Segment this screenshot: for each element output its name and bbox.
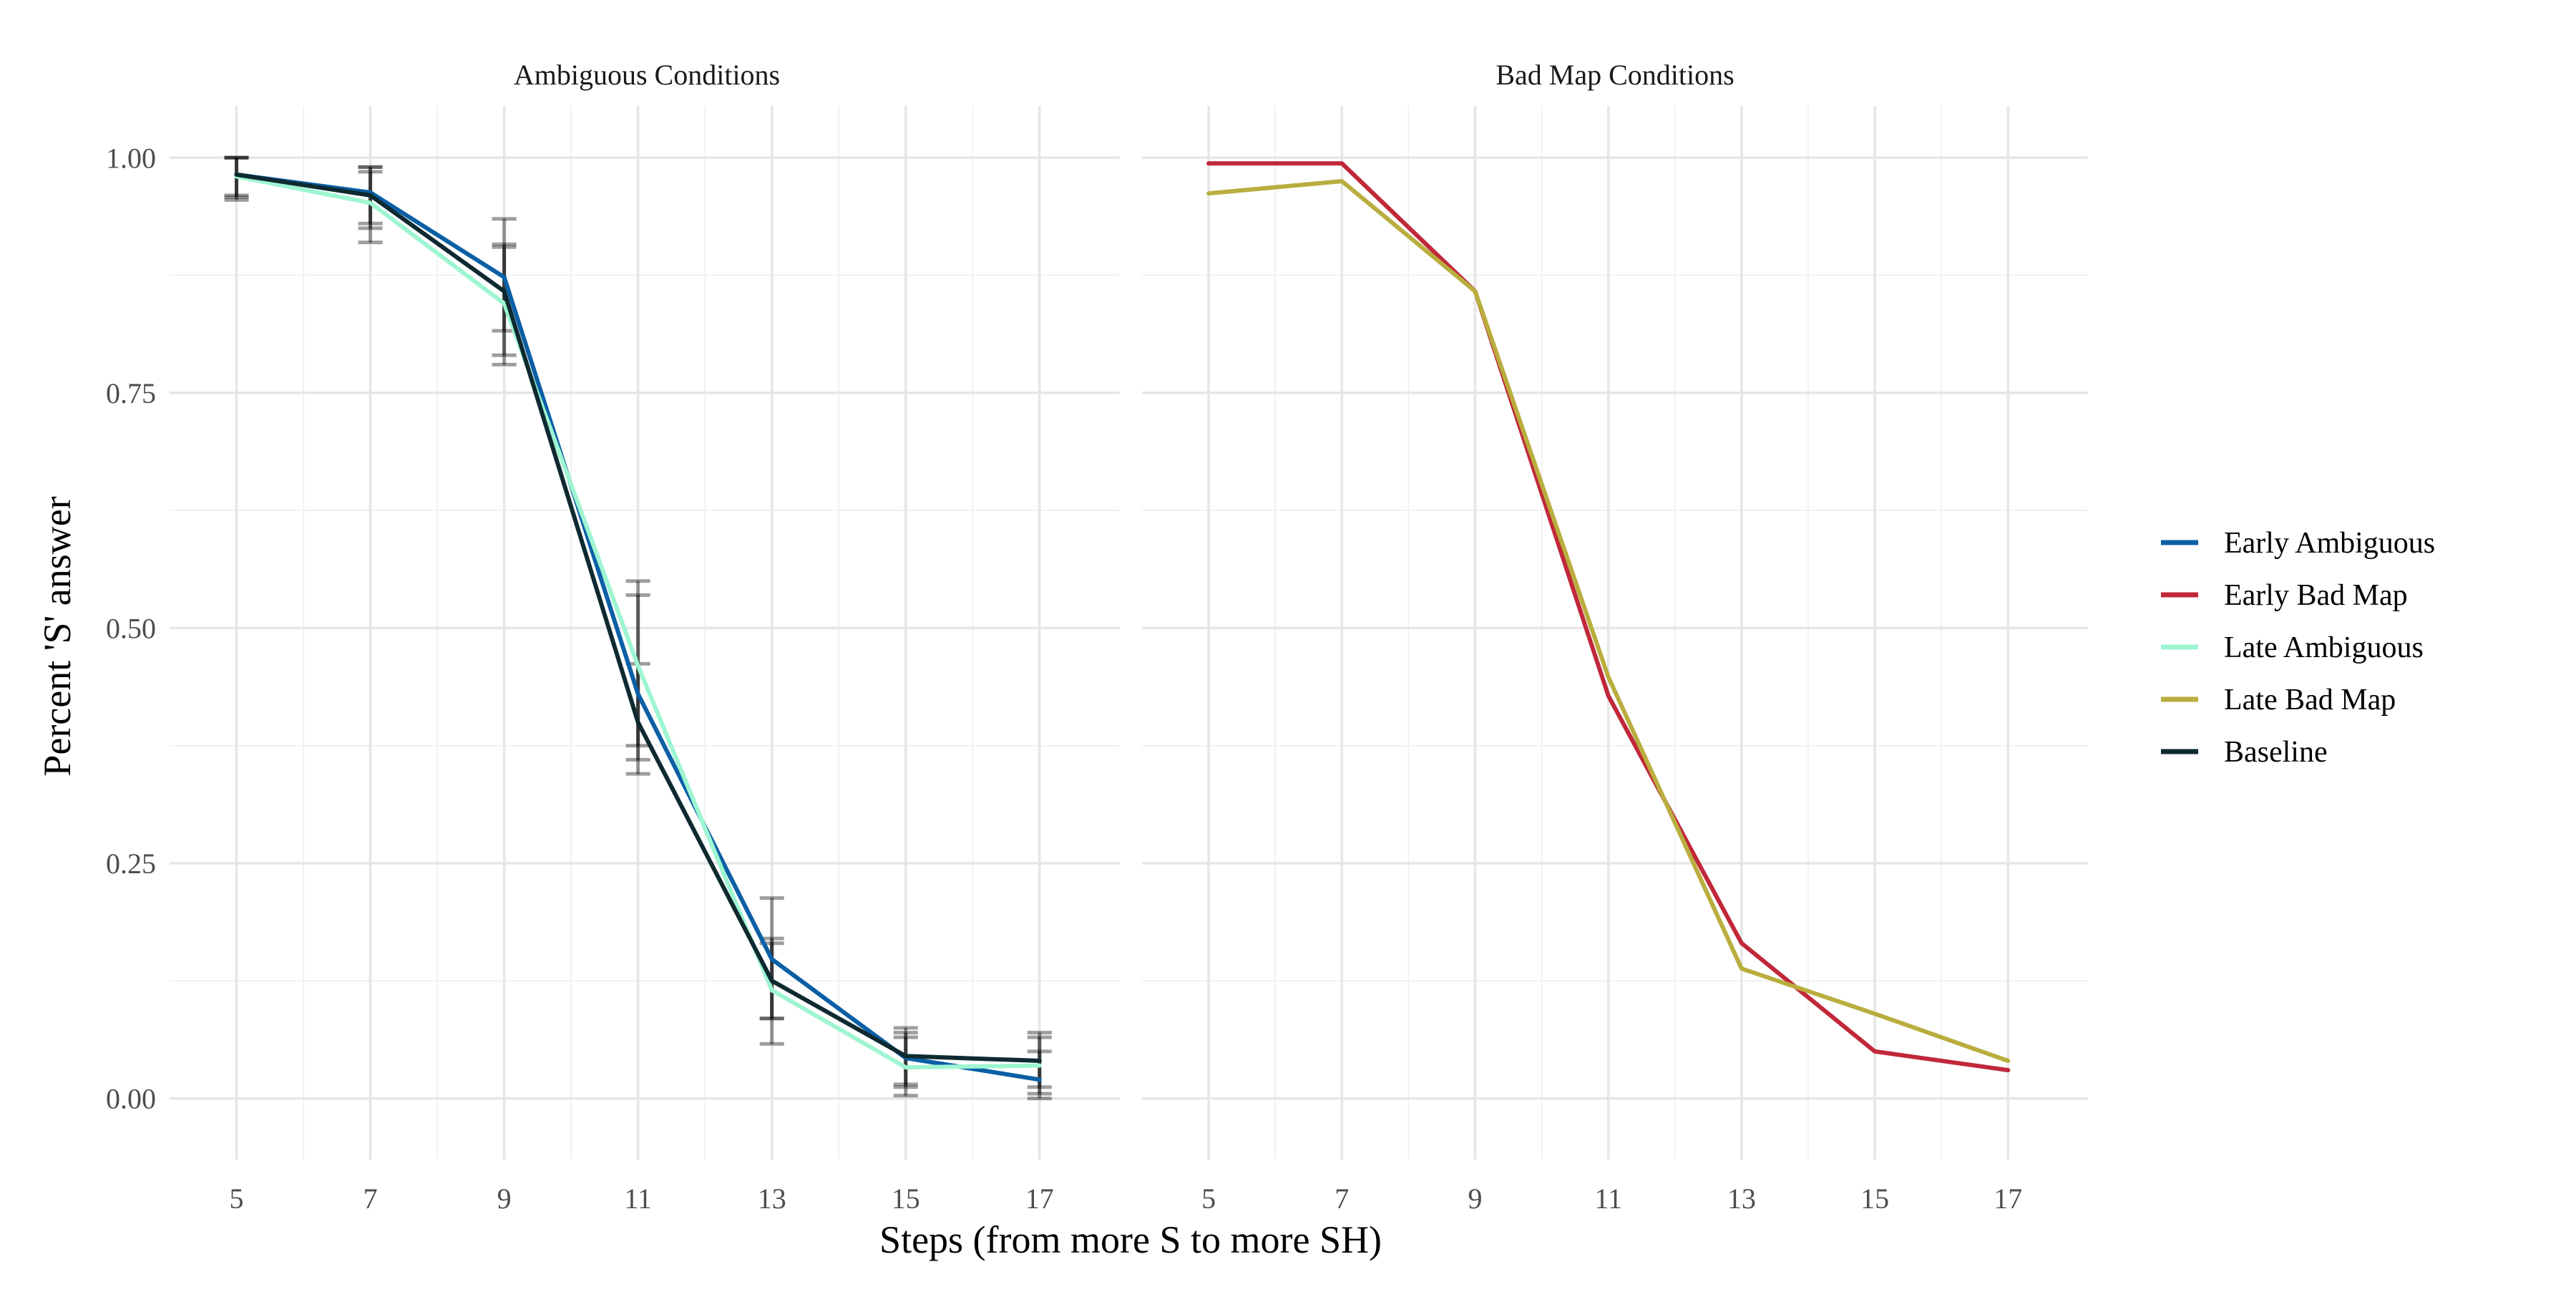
y-tick-label: 0.00: [106, 1083, 156, 1115]
series-line-baseline: [234, 172, 1042, 1063]
x-tick-label: 17: [1025, 1182, 1054, 1215]
legend: Early Ambiguous Early Bad Map Late Ambiguo…: [2161, 527, 2435, 769]
legend-label-late-bad-map: Late Bad Map: [2224, 684, 2396, 717]
y-axis-title: Percent 'S' answer: [36, 496, 79, 776]
y-tick-label: 0.75: [106, 377, 156, 409]
x-tick-label: 11: [1594, 1182, 1622, 1215]
y-tick-label: 0.50: [106, 612, 156, 644]
x-tick-label: 5: [1201, 1182, 1216, 1215]
grid-layer: [170, 106, 2088, 1160]
y-tick-label: 1.00: [106, 142, 156, 174]
series-line-late-ambiguous: [234, 174, 1042, 1070]
x-tick-label: 15: [892, 1182, 920, 1215]
legend-label-early-bad-map: Early Bad Map: [2224, 579, 2408, 612]
x-tick-label: 5: [230, 1182, 244, 1215]
series-line-early-bad-map: [1206, 161, 2011, 1073]
legend-label-late-ambiguous: Late Ambiguous: [2224, 631, 2424, 664]
x-axis-title: Steps (from more S to more SH): [879, 1218, 1382, 1261]
legend-label-early-ambiguous: Early Ambiguous: [2224, 527, 2435, 560]
y-tick-label: 0.25: [106, 847, 156, 880]
x-tick-label: 13: [1727, 1182, 1756, 1215]
x-tick-label: 7: [1335, 1182, 1349, 1215]
x-tick-label: 17: [1994, 1182, 2022, 1215]
text-layer: Ambiguous Conditions Bad Map Conditions …: [36, 59, 1735, 1261]
series-line-late-bad-map: [1206, 179, 2011, 1063]
tick-label-layer: 0.00 0.25 0.50 0.75 1.00 5 7 9 11 13 15 17 5 7 9 11 13 15…: [106, 142, 2022, 1215]
x-tick-label: 11: [624, 1182, 652, 1215]
panel-title-ambiguous: Ambiguous Conditions: [514, 59, 780, 91]
series-line-layer: [234, 161, 2011, 1082]
panel-title-bad-map: Bad Map Conditions: [1496, 59, 1734, 91]
x-tick-label: 9: [497, 1182, 512, 1215]
x-tick-label: 15: [1860, 1182, 1889, 1215]
x-tick-label: 9: [1468, 1182, 1482, 1215]
x-tick-label: 7: [364, 1182, 378, 1215]
legend-label-baseline: Baseline: [2224, 736, 2328, 769]
x-tick-label: 13: [758, 1182, 786, 1215]
